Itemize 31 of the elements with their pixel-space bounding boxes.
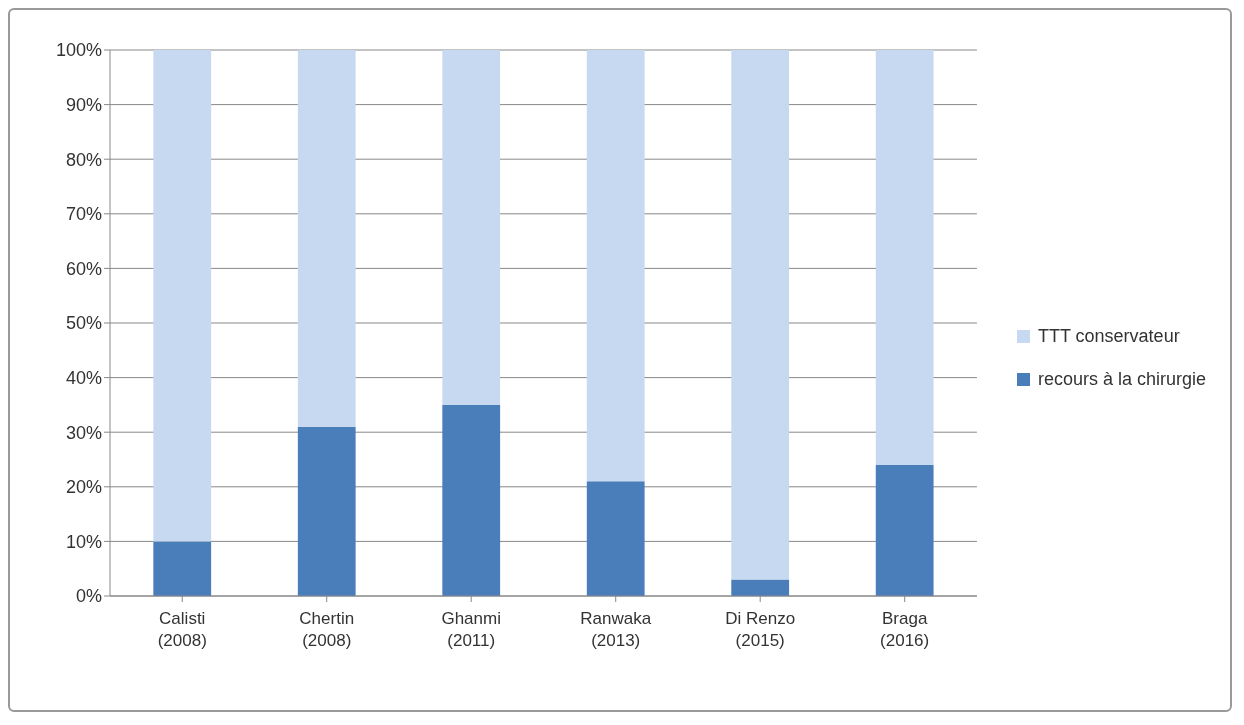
bar	[442, 50, 501, 405]
bar	[875, 464, 934, 596]
bar	[153, 50, 212, 542]
x-tick-label: Chertin (2008)	[299, 609, 355, 650]
bar	[297, 426, 356, 596]
x-tick-label: Ranwaka (2013)	[580, 609, 652, 650]
legend-label: recours à la chirurgie	[1037, 369, 1206, 390]
x-tick-label: Di Renzo (2015)	[725, 609, 796, 650]
y-tick-label: 40%	[65, 367, 102, 388]
y-tick-label: 60%	[65, 258, 102, 279]
bar	[875, 50, 934, 465]
bar	[586, 50, 645, 482]
bar	[586, 481, 645, 596]
y-tick-label: 20%	[65, 477, 102, 498]
x-tick-label: Braga (2016)	[880, 609, 930, 650]
y-tick-label: 100%	[55, 40, 102, 61]
y-tick-label: 50%	[65, 313, 102, 334]
bar	[731, 50, 790, 580]
y-tick-label: 90%	[65, 94, 102, 115]
bar	[297, 50, 356, 427]
legend-label: TTT conservateur	[1037, 326, 1180, 347]
x-tick-label: Calisti (2008)	[157, 609, 207, 650]
bar	[442, 404, 501, 596]
y-tick-label: 10%	[65, 531, 102, 552]
bar	[153, 541, 212, 596]
y-tick-label: 0%	[75, 586, 102, 607]
x-tick-label: Ghanmi (2011)	[441, 609, 501, 650]
y-tick-label: 80%	[65, 149, 102, 170]
bar	[731, 579, 790, 596]
y-tick-label: 30%	[65, 422, 102, 443]
y-tick-label: 70%	[65, 204, 102, 225]
